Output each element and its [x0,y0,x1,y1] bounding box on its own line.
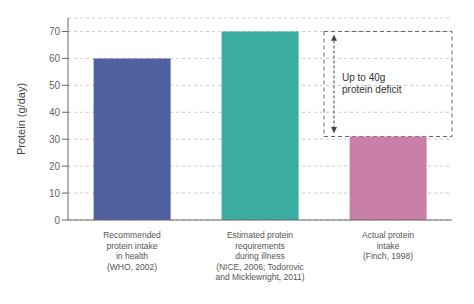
svg-text:20: 20 [49,161,61,172]
svg-text:30: 30 [49,134,61,145]
svg-text:Recommendedprotein intakein he: Recommendedprotein intakein health(WHO, … [103,230,161,272]
svg-text:Actual proteinintake(Finch, 19: Actual proteinintake(Finch, 1998) [362,230,414,261]
svg-text:0: 0 [54,215,60,226]
svg-text:Protein (g/day): Protein (g/day) [15,83,27,155]
svg-text:50: 50 [49,80,61,91]
svg-text:Up to 40gprotein deficit: Up to 40gprotein deficit [342,72,402,95]
svg-text:40: 40 [49,107,61,118]
svg-text:Estimated proteinrequirementsd: Estimated proteinrequirementsduring illn… [215,230,304,282]
svg-text:10: 10 [49,188,61,199]
svg-text:60: 60 [49,53,61,64]
svg-text:70: 70 [49,26,61,37]
